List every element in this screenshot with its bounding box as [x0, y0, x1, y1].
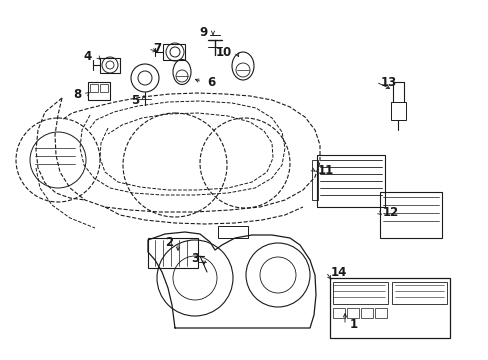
Bar: [379, 192, 441, 238]
Bar: [332, 308, 345, 318]
Bar: [391, 282, 446, 304]
Text: 14: 14: [330, 266, 346, 279]
Bar: [163, 44, 184, 60]
Text: 12: 12: [382, 206, 398, 219]
Bar: [332, 282, 387, 304]
Bar: [346, 308, 358, 318]
Bar: [100, 58, 120, 73]
Bar: [88, 82, 110, 100]
Text: 1: 1: [349, 319, 357, 332]
Text: 10: 10: [215, 46, 231, 59]
Bar: [90, 84, 98, 92]
Bar: [148, 238, 198, 268]
Bar: [316, 155, 384, 207]
Bar: [360, 308, 372, 318]
Text: 6: 6: [206, 76, 215, 89]
Text: 7: 7: [153, 42, 161, 55]
Bar: [218, 226, 247, 238]
Text: 3: 3: [190, 252, 199, 265]
Text: 5: 5: [130, 94, 139, 107]
Bar: [100, 84, 108, 92]
Bar: [329, 278, 449, 338]
Bar: [374, 308, 386, 318]
Text: 13: 13: [380, 76, 396, 89]
Text: 11: 11: [317, 163, 334, 176]
Text: 9: 9: [199, 26, 207, 39]
Bar: [390, 102, 405, 120]
Text: 4: 4: [83, 49, 92, 63]
Bar: [311, 160, 317, 200]
Text: 2: 2: [164, 235, 173, 248]
Text: 8: 8: [73, 89, 81, 102]
